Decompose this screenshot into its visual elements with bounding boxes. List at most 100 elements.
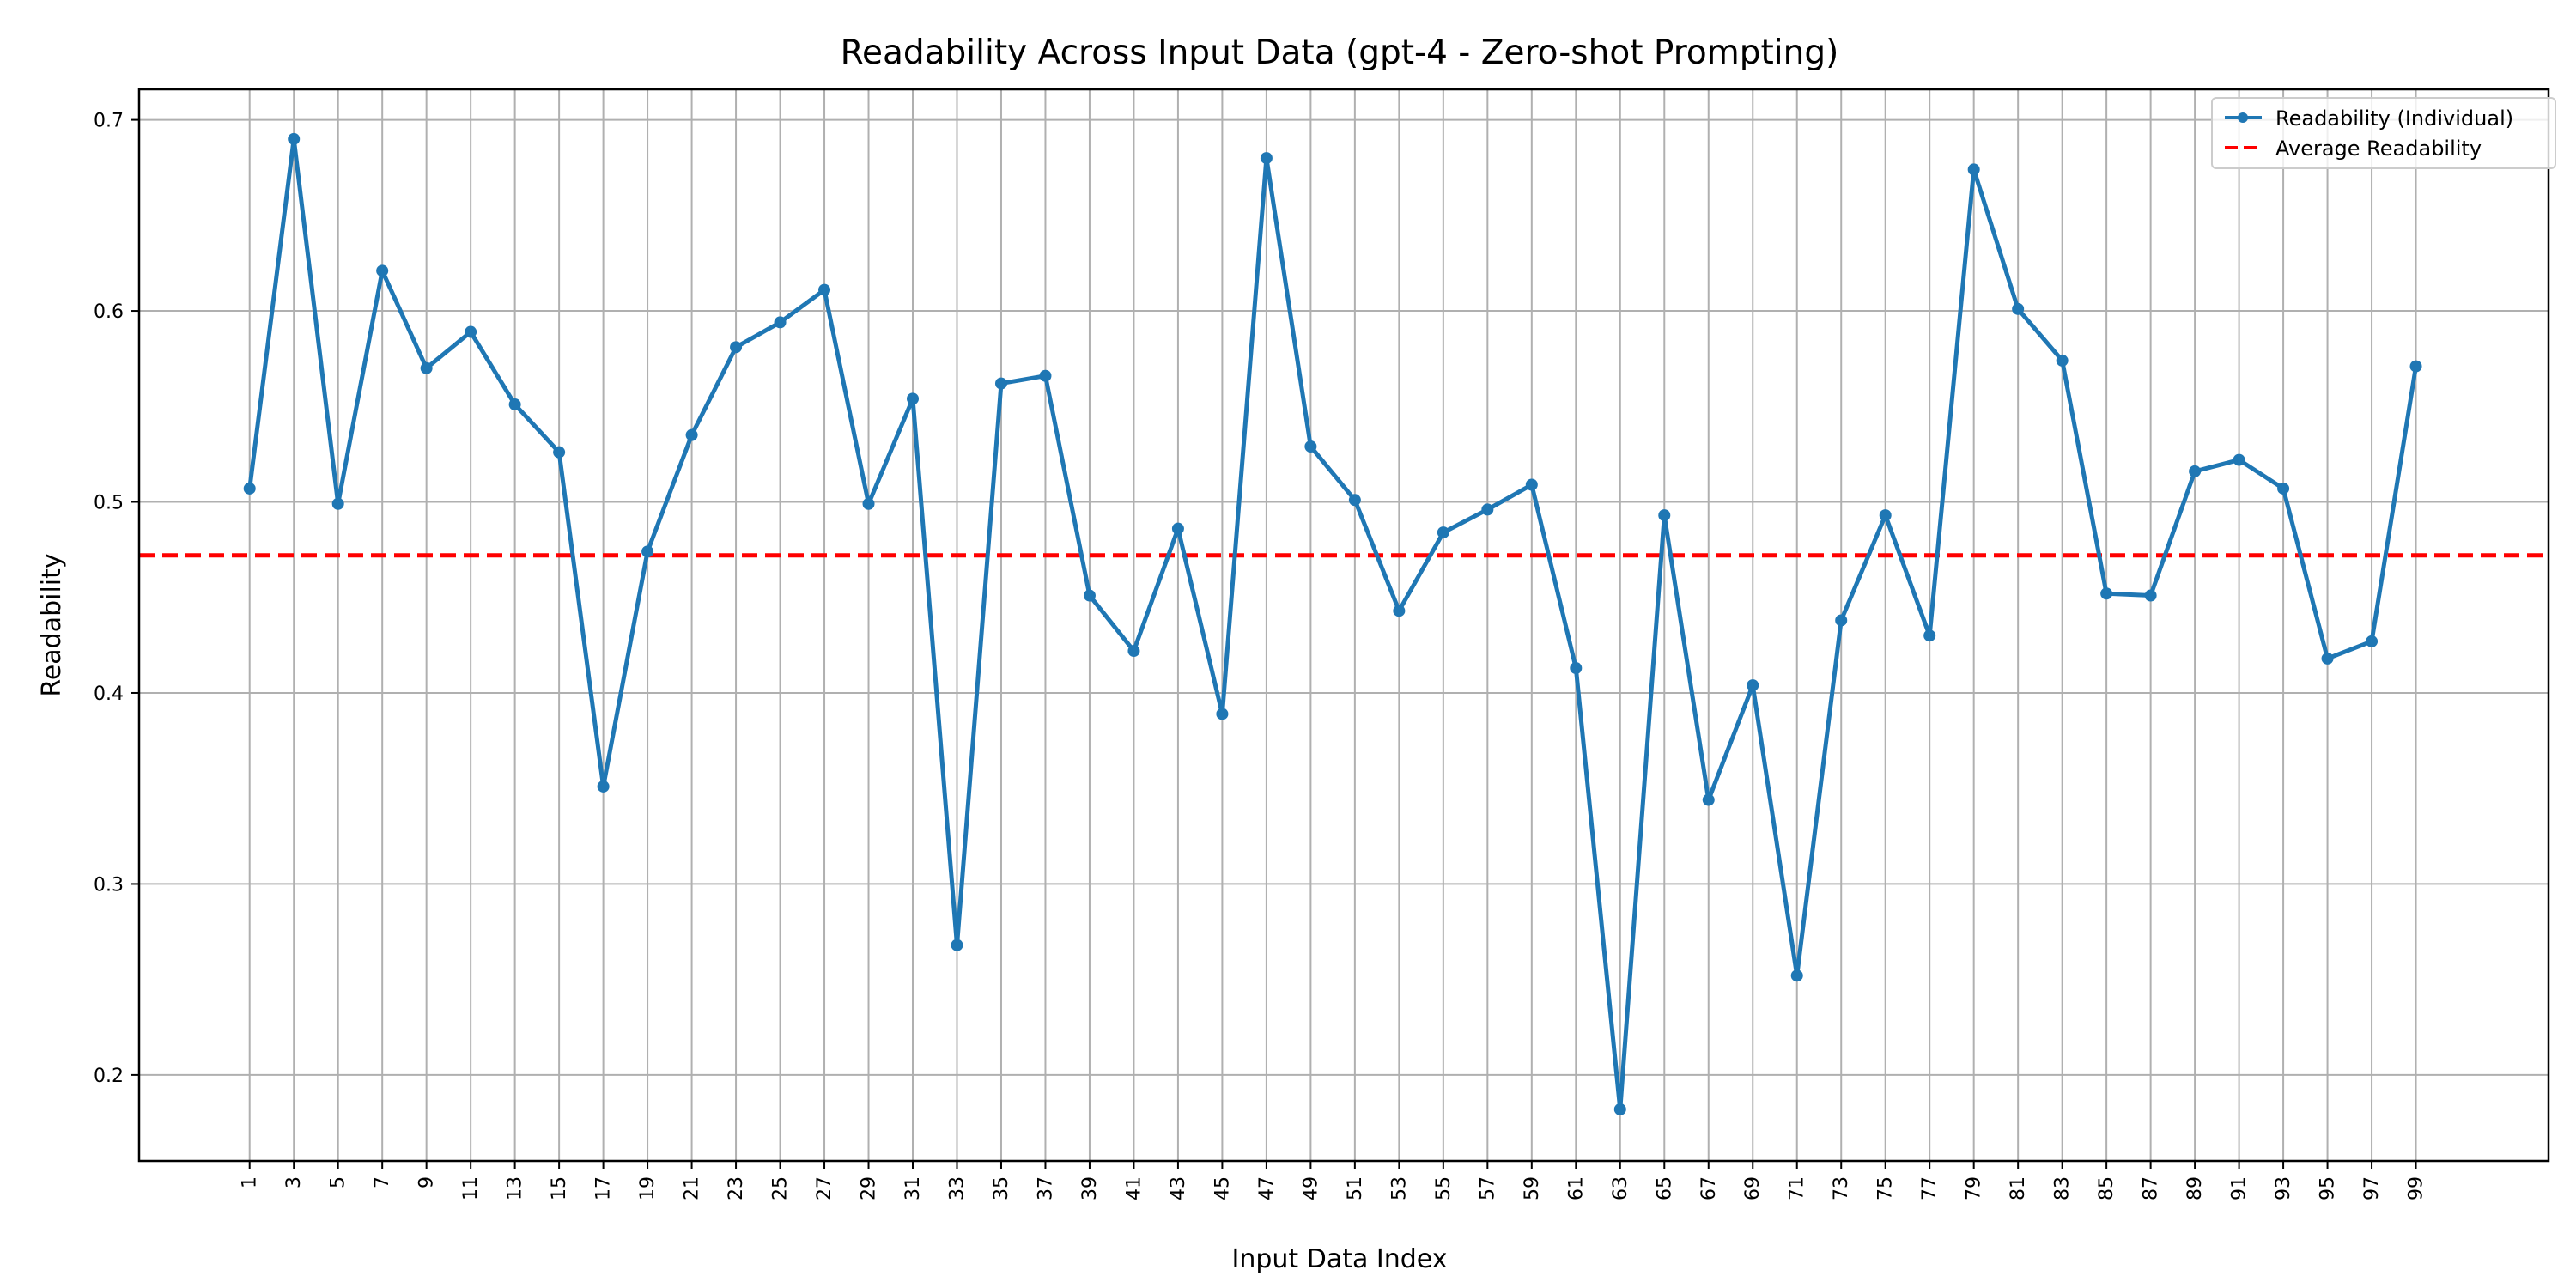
data-point [862, 497, 875, 510]
x-tick-label: 39 [1079, 1176, 1101, 1200]
data-point [730, 341, 743, 354]
x-tick-label: 93 [2273, 1176, 2294, 1200]
data-point [1304, 440, 1317, 453]
data-point [1658, 509, 1671, 522]
data-point [641, 545, 654, 558]
data-point [243, 482, 256, 495]
data-point [1835, 614, 1848, 627]
data-point [1260, 152, 1273, 165]
x-tick-label: 83 [2052, 1176, 2074, 1200]
data-point [1747, 679, 1759, 692]
x-tick-label: 33 [946, 1176, 968, 1200]
x-tick-label: 13 [505, 1176, 526, 1200]
x-tick-label: 61 [1565, 1176, 1587, 1200]
data-point [2056, 354, 2069, 367]
x-tick-label: 67 [1698, 1176, 1720, 1200]
x-tick-label: 19 [637, 1176, 659, 1200]
x-tick-label: 97 [2361, 1176, 2383, 1200]
x-tick-label: 17 [593, 1176, 615, 1200]
data-point [2189, 465, 2202, 477]
legend-box [2211, 97, 2556, 169]
x-tick-label: 87 [2141, 1176, 2162, 1200]
x-tick-label: 89 [2184, 1176, 2206, 1200]
data-point [1127, 645, 1140, 658]
y-tick-label: 0.7 [94, 111, 124, 132]
data-point [2409, 360, 2422, 373]
x-tick-label: 11 [460, 1176, 482, 1200]
x-tick-label: 91 [2229, 1176, 2251, 1200]
data-point [288, 132, 301, 145]
legend-label-average: Average Readability [2275, 137, 2482, 161]
data-point [1879, 509, 1892, 522]
legend: Readability (Individual) Average Readabi… [2211, 97, 2556, 169]
x-tick-label: 29 [859, 1176, 880, 1200]
y-axis-ticks: 0.2 0.3 0.4 0.5 0.6 0.7 [94, 111, 139, 1087]
x-tick-label: 3 [283, 1176, 305, 1188]
x-tick-label: 99 [2406, 1176, 2427, 1200]
legend-label-individual: Readability (Individual) [2275, 106, 2513, 131]
data-point [465, 325, 477, 338]
x-tick-label: 75 [1875, 1176, 1897, 1200]
data-point [1083, 589, 1096, 602]
data-point [2012, 302, 2025, 315]
x-tick-label: 69 [1742, 1176, 1764, 1200]
x-tick-label: 15 [549, 1176, 570, 1200]
x-axis-label: Input Data Index [1232, 1244, 1448, 1274]
x-tick-label: 95 [2318, 1176, 2339, 1200]
x-tick-label: 9 [416, 1176, 438, 1188]
x-tick-label: 81 [2008, 1176, 2029, 1200]
data-point [2100, 587, 2113, 600]
x-tick-label: 49 [1300, 1176, 1321, 1200]
data-point [2366, 635, 2379, 647]
x-tick-label: 35 [991, 1176, 1012, 1200]
x-tick-label: 71 [1787, 1176, 1808, 1200]
data-point [994, 377, 1007, 390]
data-point [951, 939, 963, 951]
x-tick-label: 23 [726, 1176, 747, 1200]
series-line-individual [247, 137, 2419, 1112]
data-point [774, 316, 787, 329]
data-point [818, 283, 831, 296]
x-tick-label: 63 [1610, 1176, 1631, 1200]
x-tick-label: 47 [1256, 1176, 1278, 1200]
data-point [2144, 589, 2157, 602]
x-tick-label: 43 [1168, 1176, 1189, 1200]
data-point [553, 446, 566, 459]
data-point [508, 398, 521, 411]
x-tick-label: 25 [770, 1176, 792, 1200]
data-point [1216, 708, 1229, 720]
data-point [1570, 662, 1583, 675]
y-tick-label: 0.4 [94, 683, 124, 705]
x-tick-label: 57 [1477, 1176, 1498, 1200]
x-tick-label: 1 [240, 1176, 261, 1188]
data-point [597, 780, 610, 793]
data-point [1702, 793, 1715, 806]
series-layer [243, 132, 2422, 1115]
y-tick-label: 0.2 [94, 1066, 124, 1087]
x-tick-label: 53 [1388, 1176, 1410, 1200]
data-point [2277, 482, 2290, 495]
x-tick-label: 65 [1654, 1176, 1675, 1200]
grid [139, 89, 2549, 1161]
data-point [1348, 494, 1361, 507]
x-tick-label: 41 [1123, 1176, 1145, 1200]
x-tick-label: 5 [328, 1176, 349, 1188]
x-tick-label: 31 [902, 1176, 924, 1200]
data-point [376, 264, 389, 277]
x-tick-label: 79 [1964, 1176, 1985, 1200]
x-tick-label: 37 [1035, 1176, 1056, 1200]
data-point [1790, 969, 1803, 982]
y-tick-label: 0.6 [94, 301, 124, 323]
data-point [1481, 503, 1494, 516]
x-tick-label: 55 [1433, 1176, 1455, 1200]
chart-title: Readability Across Input Data (gpt-4 - Z… [841, 33, 1839, 72]
x-tick-label: 27 [814, 1176, 835, 1200]
x-tick-label: 45 [1212, 1176, 1233, 1200]
x-tick-label: 7 [372, 1176, 393, 1188]
data-point [685, 428, 698, 441]
data-point [420, 361, 433, 374]
x-tick-label: 59 [1522, 1176, 1543, 1200]
data-point [1393, 605, 1406, 617]
data-point [1525, 478, 1538, 491]
